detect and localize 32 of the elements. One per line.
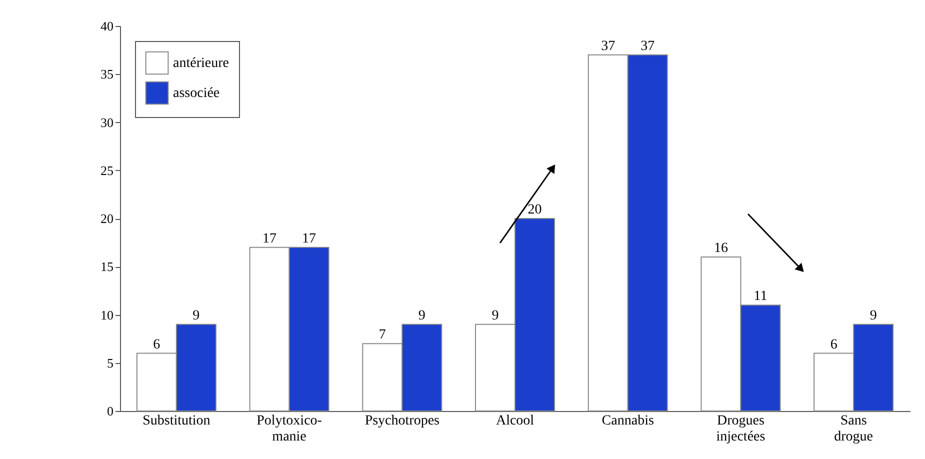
data-label: 11 bbox=[754, 289, 768, 304]
x-tick-label: Psychotropes bbox=[364, 414, 440, 428]
data-label: 20 bbox=[528, 202, 542, 218]
data-label: 17 bbox=[262, 231, 277, 246]
data-label: 16 bbox=[714, 241, 728, 256]
y-tick-label: 15 bbox=[100, 259, 114, 274]
data-label: 9 bbox=[192, 308, 200, 324]
y-tick-label: 40 bbox=[100, 18, 114, 34]
y-tick-label: 10 bbox=[100, 307, 114, 322]
y-tick-label: 0 bbox=[107, 404, 114, 418]
data-label: 9 bbox=[492, 308, 499, 324]
y-tick-label: 35 bbox=[100, 66, 114, 82]
y-tick-label: 25 bbox=[100, 162, 114, 178]
x-tick-label: Substitution bbox=[142, 414, 210, 428]
data-label: 9 bbox=[418, 308, 426, 324]
data-label: 37 bbox=[640, 38, 655, 54]
x-tick-label: Sans drogue bbox=[834, 414, 874, 444]
x-tick-label: Drogues injectées bbox=[716, 414, 766, 444]
data-label: 6 bbox=[830, 337, 838, 352]
x-tick-label: Polytoxico-manie bbox=[256, 414, 322, 444]
data-label: 37 bbox=[601, 38, 616, 54]
data-label: 6 bbox=[153, 337, 160, 352]
x-tick-label: Cannabis bbox=[602, 414, 654, 428]
legend-label: associée bbox=[173, 86, 220, 101]
y-tick-label: 20 bbox=[100, 211, 114, 226]
x-tick-label: Alcool bbox=[496, 414, 534, 428]
data-label: 7 bbox=[378, 328, 386, 343]
y-tick-label: 30 bbox=[100, 114, 114, 130]
data-label: 17 bbox=[302, 231, 316, 246]
data-label: 9 bbox=[870, 308, 877, 324]
y-tick-label: 5 bbox=[107, 355, 114, 370]
legend-label: antérieure bbox=[173, 56, 229, 71]
